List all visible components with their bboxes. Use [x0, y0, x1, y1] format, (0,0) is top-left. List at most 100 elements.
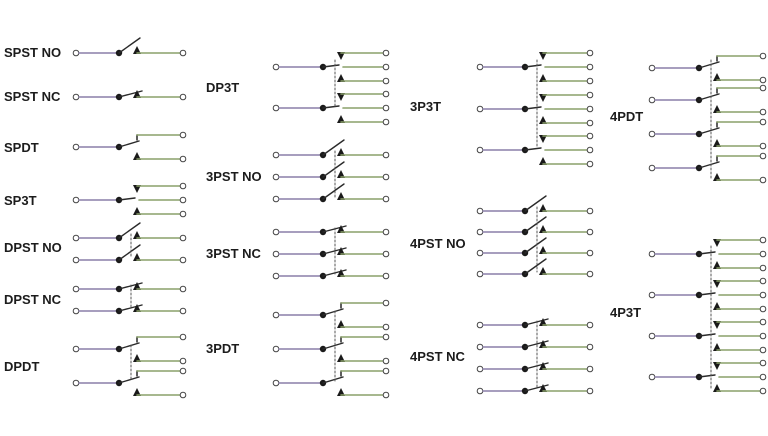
terminal [72, 256, 80, 264]
contact-up-triangle [337, 148, 345, 156]
terminal [586, 77, 594, 85]
switch-blade [524, 216, 547, 233]
terminal [272, 379, 280, 387]
terminal [272, 250, 280, 258]
terminal [759, 277, 767, 285]
contact-up-triangle [539, 340, 547, 348]
label-4pst-no: 4PST NO [410, 236, 466, 251]
contact-up-triangle [337, 320, 345, 328]
terminal [72, 379, 80, 387]
terminal [586, 63, 594, 71]
terminal [179, 234, 187, 242]
contact-up-triangle [539, 157, 547, 165]
terminal [382, 90, 390, 98]
terminal [179, 49, 187, 57]
label-dpdt: DPDT [4, 359, 40, 374]
contact-up-triangle [713, 302, 721, 310]
switch-blade [118, 197, 136, 201]
contact-down-triangle [713, 280, 721, 288]
contact-up-triangle [337, 74, 345, 82]
contact-up-triangle [133, 207, 141, 215]
switch-blade [322, 139, 345, 156]
terminal [586, 119, 594, 127]
contact-up-triangle [133, 388, 141, 396]
terminal [586, 343, 594, 351]
terminal [179, 333, 187, 341]
terminal [586, 146, 594, 154]
switch-blade [118, 140, 140, 148]
terminal [272, 151, 280, 159]
terminal [72, 234, 80, 242]
switch-blade [524, 147, 542, 151]
terminal [476, 146, 484, 154]
terminal [476, 105, 484, 113]
terminal [382, 250, 390, 258]
contact-up-triangle [337, 388, 345, 396]
contact-up-triangle [539, 246, 547, 254]
contact-down-triangle [539, 135, 547, 143]
terminal [179, 367, 187, 375]
terminal [648, 96, 656, 104]
terminal [586, 105, 594, 113]
switch-blade [698, 333, 716, 337]
contact-up-triangle [337, 170, 345, 178]
terminal [759, 332, 767, 340]
terminal [382, 63, 390, 71]
contact-up-triangle [713, 261, 721, 269]
switch-blade [322, 308, 344, 316]
contact-up-triangle [133, 46, 141, 54]
terminal [759, 176, 767, 184]
switch-blade [524, 237, 547, 254]
terminal [759, 152, 767, 160]
terminal [382, 118, 390, 126]
contact-up-triangle [713, 384, 721, 392]
label-3p3t: 3P3T [410, 99, 442, 114]
terminal [759, 142, 767, 150]
terminal [586, 270, 594, 278]
contact-up-triangle [713, 139, 721, 147]
terminal [759, 108, 767, 116]
switch-blade [322, 105, 340, 109]
contact-up-triangle [539, 116, 547, 124]
terminal [476, 249, 484, 257]
contact-up-triangle [133, 304, 141, 312]
contact-up-triangle [539, 267, 547, 275]
terminal [179, 131, 187, 139]
terminal [179, 285, 187, 293]
terminal [648, 164, 656, 172]
switch-blade [118, 222, 141, 239]
terminal [759, 52, 767, 60]
switch-blade [698, 251, 716, 255]
terminal [586, 91, 594, 99]
contact-down-triangle [539, 94, 547, 102]
contact-down-triangle [539, 52, 547, 60]
terminal [759, 373, 767, 381]
label-dpst-nc: DPST NC [4, 292, 62, 307]
terminal [586, 207, 594, 215]
terminal [476, 270, 484, 278]
terminal [759, 118, 767, 126]
terminal [72, 93, 80, 101]
terminal [648, 291, 656, 299]
switch-blade [118, 37, 141, 54]
switch-blade [698, 93, 720, 101]
terminal [586, 132, 594, 140]
contact-down-triangle [713, 362, 721, 370]
terminal [179, 391, 187, 399]
terminal [72, 285, 80, 293]
switch-blade [322, 376, 344, 384]
terminal [382, 367, 390, 375]
terminal [382, 323, 390, 331]
label-dpst-no: DPST NO [4, 240, 62, 255]
terminal [272, 345, 280, 353]
switch-blade [524, 340, 549, 348]
switch-blade [698, 292, 716, 296]
label-4pdt: 4PDT [610, 109, 644, 124]
terminal [759, 236, 767, 244]
contact-down-triangle [713, 321, 721, 329]
label-3pst-no: 3PST NO [206, 169, 262, 184]
terminal [586, 387, 594, 395]
switch-blade [322, 64, 340, 68]
contact-up-triangle [539, 362, 547, 370]
